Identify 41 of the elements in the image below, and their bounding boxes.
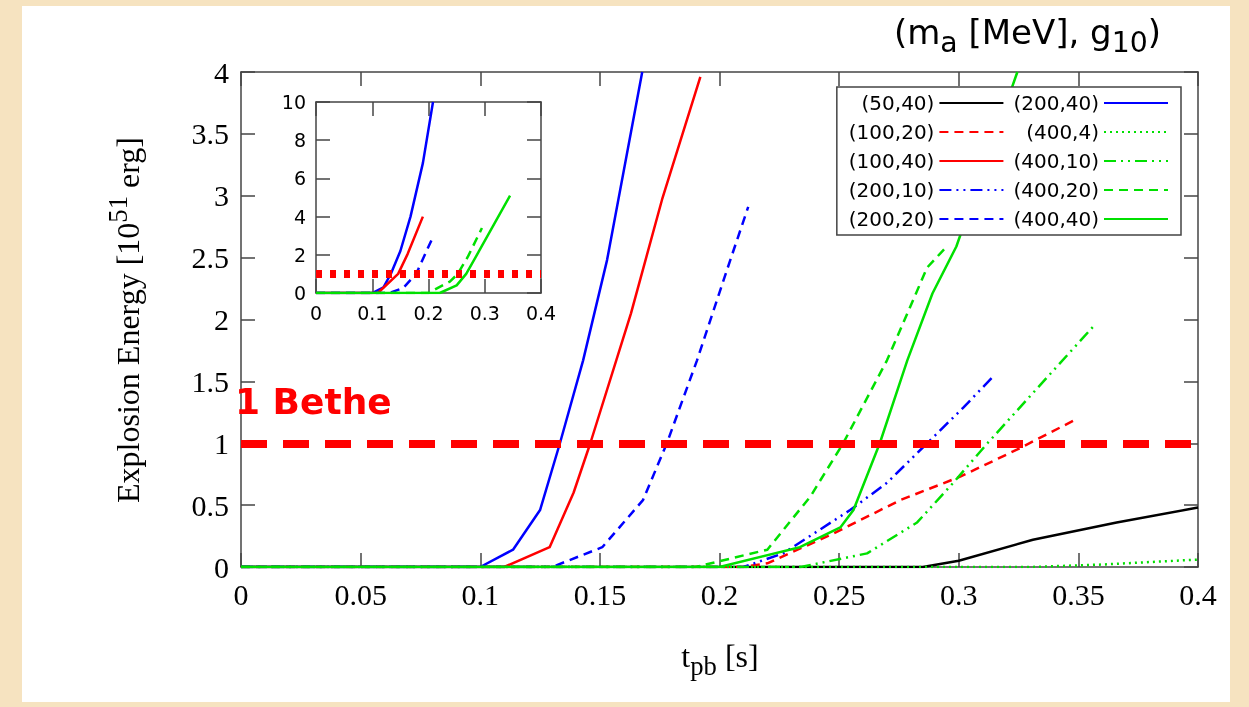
y-tick-label: 1 [214, 426, 229, 460]
y-tick-label: 0 [214, 550, 229, 584]
x-tick-label: 0.4 [1179, 577, 1217, 611]
x-tick-label: 0.35 [1052, 577, 1105, 611]
x-tick-label: 0.2 [413, 301, 444, 324]
x-tick-label: 0.1 [461, 577, 499, 611]
x-tick-label: 0.1 [357, 301, 388, 324]
x-tick-label: 0.05 [334, 577, 387, 611]
y-tick-label: 8 [293, 129, 306, 152]
ref-line-label: 1 Bethe [235, 380, 392, 422]
legend-label: (400,4) [1026, 120, 1099, 144]
legend-label: (400,20) [1013, 178, 1099, 202]
x-axis-title: t$_{pb}$ [s] [681, 638, 759, 682]
y-tick-label: 10 [281, 91, 306, 113]
legend-label: (50,40) [861, 91, 935, 115]
legend-label: (100,20) [848, 120, 935, 144]
legend-title: (m$_{a}$ [MeV], g$_{10}$) [893, 12, 1161, 59]
legend-label: (400,40) [1013, 207, 1099, 231]
y-tick-label: 6 [293, 167, 306, 190]
y-tick-label: 0.5 [191, 488, 229, 522]
legend-label: (200,40) [1013, 91, 1099, 115]
y-tick-label: 3 [214, 179, 229, 213]
x-tick-label: 0.3 [940, 577, 978, 611]
y-tick-label: 2.5 [191, 241, 229, 275]
x-tick-label: 0.25 [812, 577, 866, 611]
y-tick-label: 0 [293, 282, 306, 304]
x-tick-label: 0 [309, 301, 323, 324]
x-tick-label: 0.15 [573, 577, 627, 611]
y-tick-label: 4 [293, 205, 306, 228]
y-tick-label: 3.5 [191, 117, 229, 151]
y-tick-label: 2 [214, 303, 229, 336]
x-tick-label: 0.2 [700, 577, 739, 611]
y-tick-label: 4 [214, 55, 229, 89]
legend-label: (200,20) [848, 207, 935, 231]
x-tick-label: 0.4 [525, 301, 557, 324]
y-tick-label: 1.5 [191, 364, 229, 398]
legend-label: (400,10) [1013, 149, 1099, 173]
x-tick-label: 0.3 [469, 301, 500, 324]
y-tick-label: 2 [293, 243, 306, 266]
legend-label: (100,40) [848, 149, 935, 173]
legend-label: (200,10) [848, 178, 935, 202]
